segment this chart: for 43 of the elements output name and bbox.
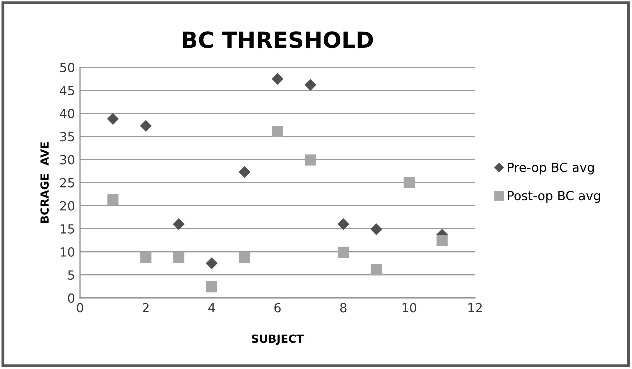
point	[404, 177, 415, 188]
point	[436, 235, 448, 247]
point	[238, 166, 251, 178]
y-tick-label: 30	[60, 155, 75, 165]
point	[140, 252, 152, 264]
point	[338, 218, 350, 230]
point	[206, 282, 218, 293]
x-axis-title: SUBJECT	[252, 334, 304, 346]
y-tick-label: 45	[60, 86, 74, 96]
point	[173, 218, 185, 230]
point	[239, 252, 250, 264]
point	[206, 258, 218, 270]
point	[338, 246, 350, 258]
x-tick-label: 6	[274, 303, 281, 313]
y-tick-label: 15	[60, 224, 74, 234]
y-tick-label: 0	[68, 294, 75, 304]
point	[108, 194, 119, 206]
x-tick-label: 10	[402, 303, 417, 313]
x-tick-label: 2	[143, 303, 149, 313]
point	[272, 126, 284, 138]
y-tick-label: 50	[60, 63, 75, 72]
y-tick-label: 40	[60, 109, 75, 119]
point	[305, 154, 316, 166]
legend-label: Post-op BC avg	[508, 191, 600, 204]
point	[107, 113, 120, 126]
y-tick-label: 25	[60, 178, 74, 188]
x-tick-label: 4	[208, 303, 216, 313]
y-tick-label: 35	[60, 132, 74, 142]
x-tick-label: 0	[77, 303, 84, 313]
x-tick-label: 12	[468, 303, 482, 313]
y-tick-label: 10	[60, 248, 75, 257]
chart-title: BC THRESHOLD	[183, 32, 374, 48]
y-tick-label: 5	[68, 270, 74, 280]
point	[272, 73, 284, 85]
x-tick-label: 8	[340, 303, 347, 313]
point	[370, 224, 382, 236]
point	[140, 120, 152, 132]
legend-label: Pre-op BC avg	[508, 162, 594, 175]
point	[370, 264, 382, 276]
y-tick-label: 20	[60, 201, 75, 211]
y-axis-title: BCRAGE AVE	[40, 142, 50, 223]
point	[304, 79, 317, 91]
point	[173, 252, 185, 264]
